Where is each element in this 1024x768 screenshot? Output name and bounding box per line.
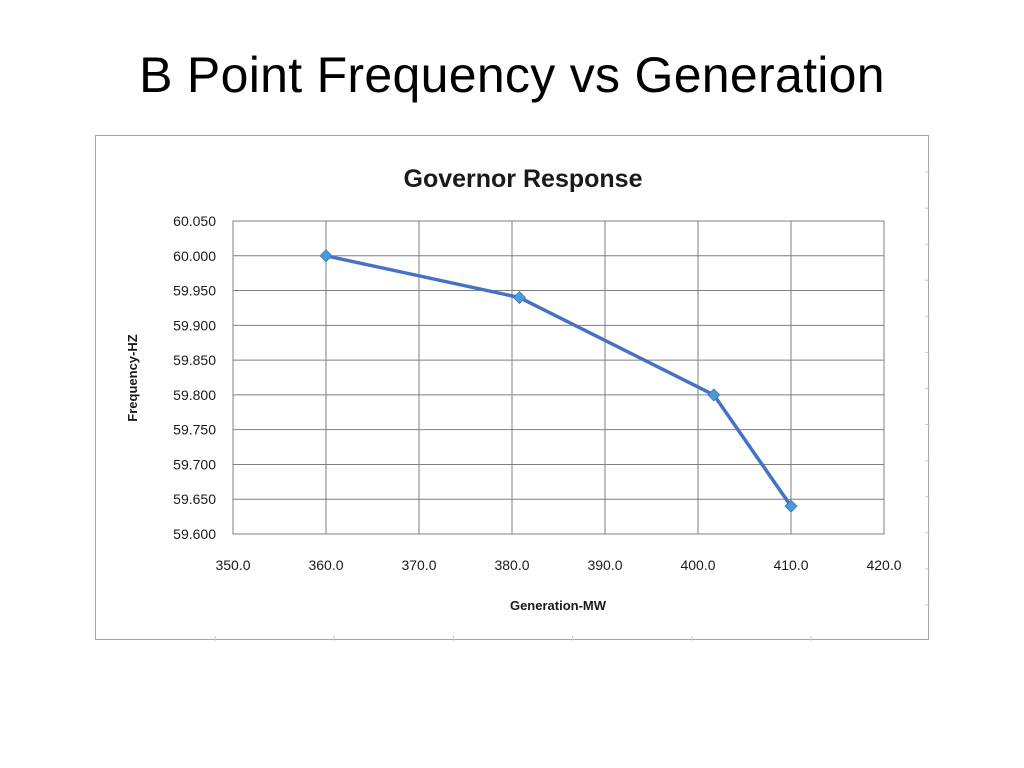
- data-point-marker: [707, 388, 721, 402]
- x-tick-label: 380.0: [494, 557, 529, 573]
- data-point-marker: [512, 290, 527, 305]
- series-line: [324, 254, 793, 508]
- grid-lines: [232, 220, 885, 535]
- x-tick-label: 390.0: [587, 557, 622, 573]
- y-tick-label: 60.050: [173, 213, 216, 229]
- y-axis-title: Frequency-HZ: [125, 334, 140, 421]
- governor-response-chart: Governor Response 60.050 60.000 59.950 59.9…: [125, 165, 930, 641]
- x-tick-label: 410.0: [773, 557, 808, 573]
- series-layer: [319, 249, 798, 513]
- chart-title: Governor Response: [404, 165, 643, 193]
- y-tick-label: 59.600: [173, 526, 216, 542]
- x-tick-label: 420.0: [866, 557, 901, 573]
- x-tick-label: 360.0: [308, 557, 343, 573]
- data-point-marker: [319, 249, 333, 263]
- x-axis-title: Generation-MW: [510, 598, 607, 613]
- y-tick-label: 59.800: [173, 387, 216, 403]
- x-tick-label: 350.0: [215, 557, 250, 573]
- plot-area-border: [232, 220, 885, 535]
- y-tick-label: 59.750: [173, 422, 216, 438]
- y-tick-label: 59.950: [173, 283, 216, 299]
- data-point-marker: [784, 499, 798, 513]
- x-axis-tick-labels: 350.0 360.0 370.0 380.0 390.0 400.0 410.0 420.0: [215, 557, 901, 573]
- x-tick-label: 370.0: [401, 557, 436, 573]
- chart-frame: Governor Response 60.050 60.000 59.950 59.9…: [95, 135, 930, 641]
- y-tick-label: 59.850: [173, 352, 216, 368]
- frame-tick-marks: [214, 171, 930, 641]
- y-tick-label: 59.700: [173, 456, 216, 472]
- y-axis-tick-labels: 60.050 60.000 59.950 59.900 59.850 59.800 59.7…: [173, 213, 216, 542]
- y-tick-label: 59.650: [173, 491, 216, 507]
- x-tick-label: 400.0: [680, 557, 715, 573]
- y-tick-label: 60.000: [173, 248, 216, 264]
- slide-title: B Point Frequency vs Generation: [139, 47, 885, 103]
- y-tick-label: 59.900: [173, 317, 216, 333]
